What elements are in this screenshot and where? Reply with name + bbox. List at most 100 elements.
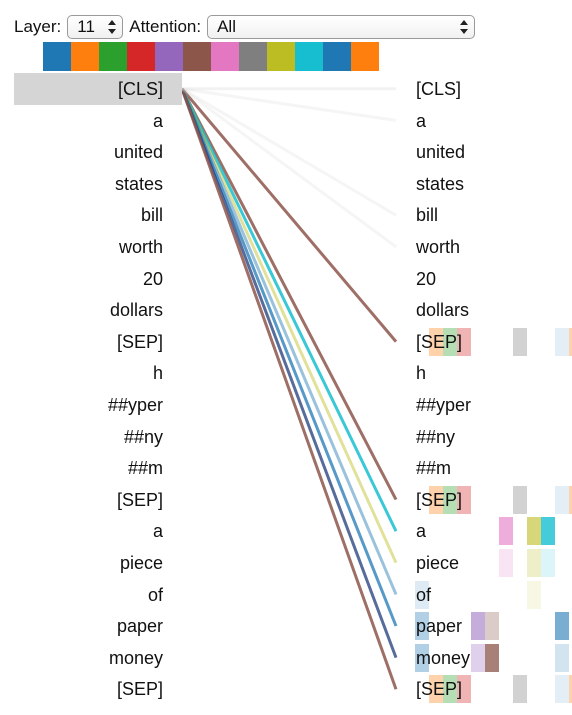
attention-line [180,88,398,627]
attention-cell [443,327,457,356]
attention-cell [513,485,527,514]
left-token[interactable]: dollars [109,300,163,321]
right-token[interactable]: of [409,579,572,611]
attention-cell [457,675,471,704]
left-token[interactable]: a [152,521,163,542]
attention-cell [527,549,541,577]
attention-cell [569,327,572,356]
attention-cell [555,485,569,514]
right-token[interactable]: paper [409,610,572,642]
attention-cell [429,485,443,514]
attention-cell [485,643,499,672]
attention-cell [513,327,527,356]
left-token[interactable]: ##m [127,458,163,479]
right-token[interactable]: worth [416,237,461,257]
right-token[interactable]: h [416,363,427,384]
left-token[interactable]: worth [118,237,163,257]
head-swatch-0[interactable] [43,42,71,71]
attention-line [181,87,397,249]
right-token[interactable]: ##m [416,458,452,479]
head-swatch-3[interactable] [127,42,155,71]
right-token[interactable]: [SEP] [409,326,572,358]
right-token[interactable]: a [409,515,572,547]
left-token[interactable]: states [114,173,163,194]
right-token[interactable]: states [416,173,465,194]
left-token[interactable]: [SEP] [116,331,163,352]
head-swatch-1[interactable] [71,42,99,71]
left-token[interactable]: h [152,363,163,384]
left-token[interactable]: 20 [142,268,163,289]
layer-value: 11 [77,17,95,36]
head-swatch-11[interactable] [351,42,379,71]
attention-line [180,87,398,343]
attention-line [180,88,398,690]
attention-cell [541,549,555,577]
attention-label: Attention: [129,17,202,36]
left-token[interactable]: paper [116,616,163,637]
head-swatch-7[interactable] [239,42,267,71]
right-token[interactable]: ##yper [416,395,472,415]
attention-cell [415,612,429,641]
attention-cell [555,643,569,672]
head-swatch-5[interactable] [183,42,211,71]
right-token[interactable]: a [416,110,427,131]
right-token[interactable]: 20 [416,268,437,289]
head-swatch-2[interactable] [99,42,127,71]
attention-cell [527,517,541,546]
attention-cell [485,612,499,641]
right-token[interactable]: [SEP] [409,673,572,705]
attention-cell [457,485,471,514]
right-token[interactable]: piece [409,547,572,579]
attention-cell [499,549,513,577]
attention-cell [555,612,569,641]
head-swatch-4[interactable] [155,42,183,71]
attention-cell [569,675,572,704]
left-token[interactable]: [SEP] [116,679,163,700]
attention-cell [429,675,443,704]
left-token[interactable]: ##yper [107,395,163,415]
attention-line [180,88,398,564]
left-token[interactable]: piece [119,553,163,573]
right-token[interactable]: [CLS] [416,79,462,99]
left-token[interactable]: of [147,584,163,605]
attention-cell [555,327,569,356]
left-token[interactable]: [SEP] [116,489,163,510]
controls-bar: Layer: 11 Attention: All [14,14,476,40]
chevron-updown-icon [460,18,469,36]
attention-line [181,87,397,217]
head-swatch-6[interactable] [211,42,239,71]
attention-cell [443,485,457,514]
right-token[interactable]: ##ny [416,426,456,447]
attention-line [180,88,398,532]
attention-line [181,87,397,122]
attention-line [180,88,398,659]
layer-label: Layer: [14,17,62,36]
left-token[interactable]: [CLS] [14,73,182,105]
layer-select[interactable]: 11 [67,15,124,39]
head-swatch-10[interactable] [323,42,351,71]
right-token[interactable]: united [416,142,466,163]
right-token[interactable]: money [409,642,572,674]
attention-cell [541,517,555,546]
attention-cell [471,643,485,672]
right-token[interactable]: bill [416,205,439,226]
left-token[interactable]: money [108,647,163,668]
right-token[interactable]: [SEP] [409,484,572,516]
chevron-updown-icon [108,18,117,36]
attention-select[interactable]: All [207,15,476,39]
attention-line [180,88,398,595]
right-token[interactable]: dollars [416,300,470,321]
attention-cell [499,517,513,546]
left-token[interactable]: united [113,142,163,163]
left-token[interactable]: a [152,110,163,131]
left-token[interactable]: bill [140,205,163,226]
head-swatch-8[interactable] [267,42,295,71]
head-swatch-9[interactable] [295,42,323,71]
attention-cell [457,327,471,356]
left-token[interactable]: ##ny [123,426,163,447]
attention-cell [443,675,457,704]
attention-cell [527,580,541,609]
attention-cell [569,485,572,514]
head-color-swatches [43,42,379,71]
